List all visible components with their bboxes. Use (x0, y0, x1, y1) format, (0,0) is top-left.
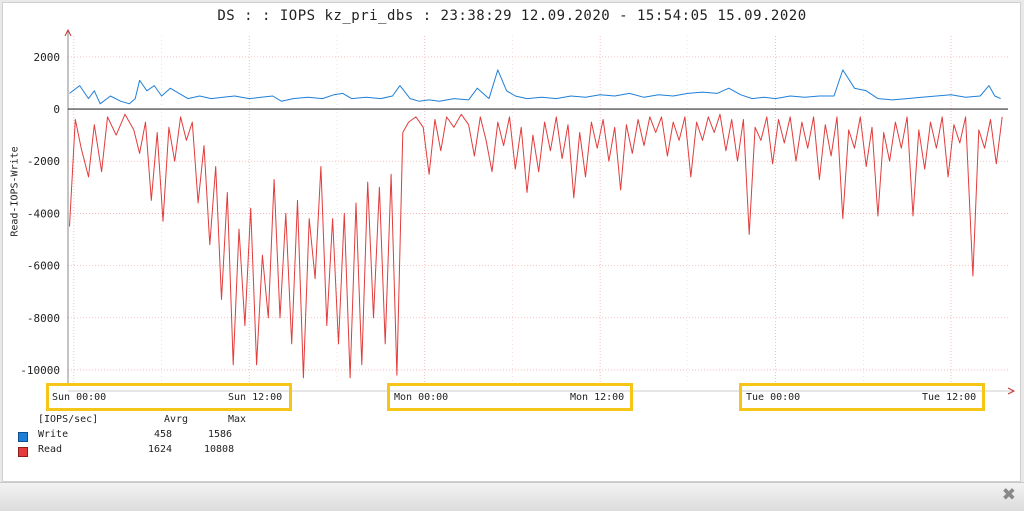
x-axis-arrow (1007, 387, 1016, 395)
y-tick-label: -6000 (27, 260, 60, 273)
x-tick-label: Mon 00:00 (394, 392, 449, 403)
y-tick-label: -8000 (27, 312, 60, 325)
chart-title: DS : : IOPS kz_pri_dbs : 23:38:29 12.09.… (217, 8, 807, 24)
legend-max-header: Max (228, 414, 247, 425)
axes (64, 28, 1016, 395)
y-axis-label: Read-IOPS-Write (9, 146, 21, 237)
y-tick-label: 2000 (34, 51, 61, 64)
window-footer-bar: ✖ (0, 482, 1024, 511)
chart-window (2, 2, 1021, 482)
legend-swatch-write (18, 432, 28, 442)
legend-max: 1586 (208, 429, 233, 440)
legend-unit: [IOPS/sec] (38, 414, 99, 425)
legend-avg-header: Avrg (164, 414, 189, 425)
legend-name: Read (38, 444, 63, 455)
close-icon[interactable]: ✖ (1001, 485, 1016, 505)
x-axis-highlight-tue (739, 383, 985, 411)
x-tick-label: Tue 12:00 (922, 392, 977, 403)
grid-lines (68, 36, 1008, 383)
chart-canvas: 2000 0 -2000 -4000 -6000 -8000 -10000 (20, 28, 1016, 395)
y-tick-label: 0 (53, 103, 60, 116)
series-line-read (69, 113, 1003, 379)
series-line-write (69, 69, 1001, 105)
y-axis-arrow (64, 28, 72, 37)
x-tick-label: Sun 12:00 (228, 392, 283, 403)
x-tick-label: Mon 12:00 (570, 392, 625, 403)
series-layer (69, 69, 1003, 379)
x-tick-label: Sun 00:00 (52, 392, 107, 403)
x-axis-highlight-mon (387, 383, 633, 411)
legend-name: Write (38, 429, 69, 440)
y-tick-label: -4000 (27, 207, 60, 220)
legend-max: 10808 (204, 444, 235, 455)
legend-avg: 1624 (148, 444, 173, 455)
y-tick-labels: 2000 0 -2000 -4000 -6000 -8000 -10000 (20, 51, 60, 377)
x-tick-label: Tue 00:00 (746, 392, 801, 403)
y-tick-label: -10000 (20, 364, 60, 377)
legend-avg: 458 (154, 429, 173, 440)
legend-swatch-read (18, 447, 28, 457)
x-axis-highlight-sun (46, 383, 292, 411)
y-tick-label: -2000 (27, 155, 60, 168)
